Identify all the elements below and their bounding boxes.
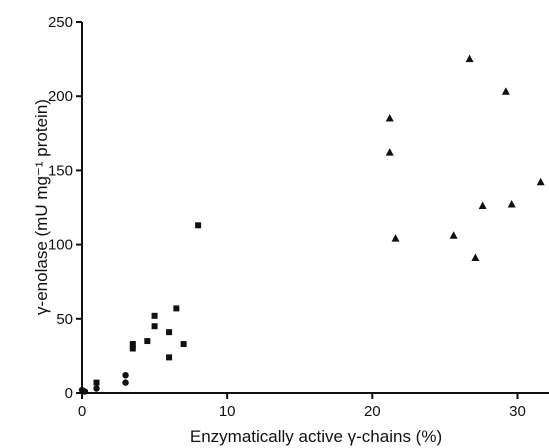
triangle-point bbox=[385, 113, 394, 122]
square-point bbox=[180, 341, 187, 348]
triangle-point bbox=[501, 87, 510, 95]
square-point bbox=[151, 323, 158, 330]
square-point bbox=[93, 379, 100, 386]
triangle-point bbox=[385, 148, 394, 156]
ticks: 0 10 20 30 0 50 100 150 200 250 bbox=[48, 14, 526, 420]
y-tick-label: 0 bbox=[65, 385, 73, 402]
square-point bbox=[151, 312, 158, 319]
triangle-point bbox=[471, 253, 480, 261]
circle-point bbox=[81, 388, 89, 395]
square-point bbox=[129, 341, 136, 348]
triangle-point bbox=[536, 177, 545, 186]
square-point bbox=[166, 329, 173, 336]
y-tick-label: 250 bbox=[48, 14, 73, 31]
square-point bbox=[195, 222, 202, 229]
square-point bbox=[166, 354, 173, 361]
circle-point bbox=[93, 385, 100, 392]
axes bbox=[81, 22, 549, 394]
y-tick-label: 200 bbox=[48, 88, 73, 105]
triangle-point bbox=[449, 231, 458, 239]
square-point bbox=[173, 305, 180, 312]
y-tick-label: 100 bbox=[48, 237, 73, 254]
square-point bbox=[129, 345, 136, 352]
triangle-point bbox=[391, 234, 400, 242]
x-axis-label: Enzymatically active γ-chains (%) bbox=[190, 427, 442, 446]
x-tick-label: 0 bbox=[78, 403, 86, 420]
y-axis-label: γ-enolase (mU mg⁻¹ protein) bbox=[32, 99, 51, 315]
triangle-point bbox=[478, 201, 487, 210]
y-tick-label: 50 bbox=[56, 311, 73, 328]
data-points bbox=[78, 54, 545, 395]
x-tick-label: 10 bbox=[219, 403, 236, 420]
x-tick-label: 30 bbox=[509, 403, 526, 420]
triangle-point bbox=[507, 200, 516, 208]
x-tick-label: 20 bbox=[364, 403, 381, 420]
triangle-point bbox=[465, 54, 474, 63]
circle-point bbox=[122, 379, 129, 386]
y-tick-label: 150 bbox=[48, 162, 73, 179]
square-point bbox=[144, 338, 151, 345]
circle-point bbox=[122, 371, 129, 379]
